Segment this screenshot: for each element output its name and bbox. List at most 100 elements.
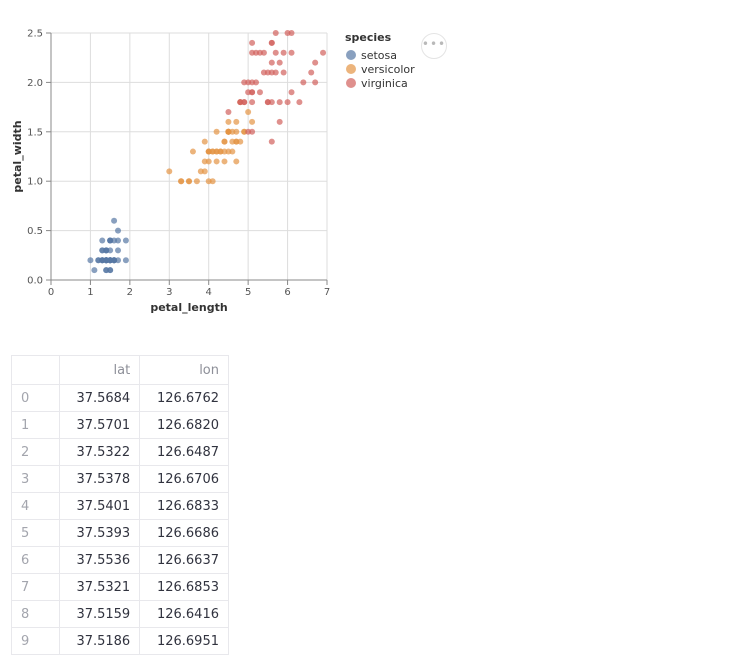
legend-symbol-virginica (346, 78, 356, 88)
data-point-virginica (320, 49, 327, 56)
cell-lon[interactable]: 126.6637 (139, 546, 229, 574)
data-point-virginica (276, 99, 283, 106)
data-point-virginica (249, 99, 256, 106)
x-tick-label: 0 (48, 287, 54, 298)
data-point-versicolor (213, 128, 220, 135)
data-point-virginica (264, 99, 271, 106)
column-header-lon[interactable]: lon (139, 355, 229, 385)
cell-lat[interactable]: 37.5186 (59, 627, 141, 655)
cell-lon[interactable]: 126.6820 (139, 411, 229, 439)
cell-lat[interactable]: 37.5684 (59, 384, 141, 412)
table-row: 9 37.5186 126.6951 (11, 627, 229, 655)
cell-lat[interactable]: 37.5701 (59, 411, 141, 439)
data-point-virginica (312, 79, 319, 86)
x-tick-label: 5 (245, 287, 251, 298)
row-index[interactable]: 5 (11, 519, 61, 547)
legend-symbol-setosa (346, 50, 356, 60)
data-point-setosa (91, 267, 98, 274)
data-point-virginica (260, 49, 267, 56)
y-tick-label: 2.5 (27, 29, 43, 40)
data-point-versicolor (221, 158, 228, 165)
data-point-setosa (107, 237, 114, 244)
data-point-virginica (268, 69, 275, 76)
row-index[interactable]: 6 (11, 546, 61, 574)
data-point-versicolor (233, 128, 240, 135)
cell-lon[interactable]: 126.6487 (139, 438, 229, 466)
data-point-versicolor (237, 138, 244, 145)
cell-lon[interactable]: 126.6416 (139, 600, 229, 628)
dataframe[interactable]: lat lon 0 37.5684 126.6762 1 37.5701 126.6820… (11, 355, 229, 663)
cell-lat[interactable]: 37.5401 (59, 492, 141, 520)
data-point-versicolor (213, 158, 220, 165)
cell-lat[interactable]: 37.5536 (59, 546, 141, 574)
cell-lon[interactable]: 126.6853 (139, 573, 229, 601)
data-point-versicolor (205, 158, 212, 165)
row-index[interactable]: 2 (11, 438, 61, 466)
row-index[interactable]: 7 (11, 573, 61, 601)
table-row: 5 37.5393 126.6686 (11, 519, 229, 547)
cell-lon[interactable]: 126.6686 (139, 519, 229, 547)
cell-lat[interactable]: 37.5393 (59, 519, 141, 547)
table-header-row: lat lon (11, 355, 229, 385)
legend-label-virginica: virginica (361, 77, 408, 90)
chart-menu-button[interactable]: ••• (421, 33, 447, 59)
row-index[interactable]: 1 (11, 411, 61, 439)
y-tick-label: 1.5 (27, 127, 43, 138)
data-point-versicolor (189, 148, 196, 155)
table-row: 6 37.5536 126.6637 (11, 546, 229, 574)
legend-symbol-versicolor (346, 64, 356, 74)
more-horizontal-icon: ••• (421, 36, 447, 51)
x-tick-label: 1 (87, 287, 93, 298)
cell-lat[interactable]: 37.5378 (59, 465, 141, 493)
data-point-setosa (115, 247, 122, 254)
y-axis-title: petal_width (11, 120, 24, 192)
data-point-setosa (103, 247, 110, 254)
data-point-versicolor (193, 178, 200, 185)
row-index[interactable]: 8 (11, 600, 61, 628)
cell-lon[interactable]: 126.6951 (139, 627, 229, 655)
chart-canvas: 0 1 2 3 4 5 6 7 0.0 0.5 1.0 1.5 2.0 2.5 petal_length pe… (11, 29, 415, 315)
cell-lat[interactable]: 37.5321 (59, 573, 141, 601)
column-header-lat[interactable]: lat (59, 355, 141, 385)
data-point-versicolor (209, 148, 216, 155)
row-index[interactable]: 9 (11, 627, 61, 655)
data-point-versicolor (225, 128, 232, 135)
cell-lat[interactable]: 37.5159 (59, 600, 141, 628)
y-tick-label: 0.0 (27, 276, 43, 287)
data-point-virginica (268, 59, 275, 66)
data-point-virginica (280, 49, 287, 56)
y-tick-label: 1.0 (27, 177, 43, 188)
data-point-versicolor (201, 138, 208, 145)
data-point-virginica (245, 89, 252, 96)
cell-lon[interactable]: 126.6833 (139, 492, 229, 520)
x-tick-label: 2 (127, 287, 133, 298)
data-point-setosa (103, 267, 110, 274)
dataframe-table: lat lon 0 37.5684 126.6762 1 37.5701 126.6820… (11, 355, 229, 655)
data-point-virginica (288, 30, 295, 36)
data-point-virginica (268, 39, 275, 46)
row-index[interactable]: 0 (11, 384, 61, 412)
data-point-setosa (103, 257, 110, 264)
x-tick-label: 4 (206, 287, 212, 298)
data-point-virginica (225, 109, 232, 116)
data-point-virginica (276, 118, 283, 125)
data-point-virginica (312, 59, 319, 66)
chart-points (87, 30, 327, 274)
data-point-versicolor (249, 118, 256, 125)
scatter-chart: 0 1 2 3 4 5 6 7 0.0 0.5 1.0 1.5 2.0 2.5 petal_length pe… (0, 0, 736, 330)
row-index[interactable]: 3 (11, 465, 61, 493)
cell-lon[interactable]: 126.6706 (139, 465, 229, 493)
cell-lon[interactable]: 126.6762 (139, 384, 229, 412)
data-point-virginica (272, 30, 279, 36)
table-row: 7 37.5321 126.6853 (11, 573, 229, 601)
row-index[interactable]: 4 (11, 492, 61, 520)
data-point-versicolor (225, 118, 232, 125)
table-row: 1 37.5701 126.6820 (11, 411, 229, 439)
data-point-virginica (308, 69, 315, 76)
data-point-versicolor (217, 148, 224, 155)
y-tick-label: 2.0 (27, 78, 43, 89)
data-point-virginica (260, 69, 267, 76)
data-point-versicolor (221, 138, 228, 145)
cell-lat[interactable]: 37.5322 (59, 438, 141, 466)
